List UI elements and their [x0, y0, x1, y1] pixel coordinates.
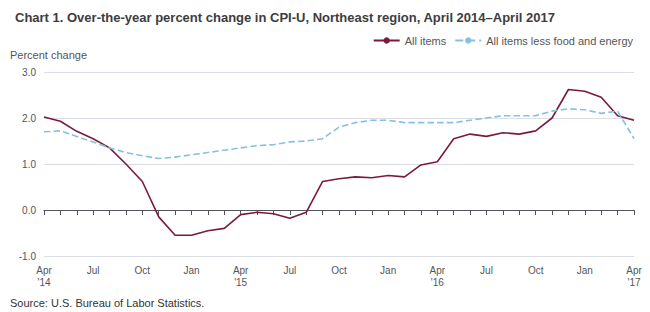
- svg-text:Percent change: Percent change: [10, 49, 87, 61]
- svg-text:Jan: Jan: [577, 265, 593, 276]
- svg-text:Jul: Jul: [480, 265, 493, 276]
- svg-text:3.0: 3.0: [22, 67, 36, 78]
- svg-text:Apr: Apr: [430, 265, 446, 276]
- svg-text:Chart 1. Over-the-year percent: Chart 1. Over-the-year percent change in…: [15, 10, 555, 25]
- svg-text:Jul: Jul: [87, 265, 100, 276]
- svg-text:All items: All items: [405, 35, 447, 47]
- svg-text:'14: '14: [37, 277, 50, 288]
- svg-text:All items less food and energy: All items less food and energy: [486, 35, 633, 47]
- svg-text:Source: U.S. Bureau of Labor S: Source: U.S. Bureau of Labor Statistics.: [10, 297, 204, 309]
- svg-text:2.0: 2.0: [22, 113, 36, 124]
- svg-text:Oct: Oct: [528, 265, 544, 276]
- svg-text:Apr: Apr: [233, 265, 249, 276]
- svg-text:0.0: 0.0: [22, 205, 36, 216]
- svg-text:Jan: Jan: [183, 265, 199, 276]
- svg-text:Oct: Oct: [331, 265, 347, 276]
- svg-text:1.0: 1.0: [22, 159, 36, 170]
- svg-text:Oct: Oct: [135, 265, 151, 276]
- svg-text:-1.0: -1.0: [19, 251, 37, 262]
- svg-text:Apr: Apr: [36, 265, 52, 276]
- svg-text:'17: '17: [627, 277, 640, 288]
- svg-text:'16: '16: [431, 277, 444, 288]
- svg-text:Jan: Jan: [380, 265, 396, 276]
- svg-text:Jul: Jul: [283, 265, 296, 276]
- svg-text:'15: '15: [234, 277, 247, 288]
- svg-text:Apr: Apr: [626, 265, 642, 276]
